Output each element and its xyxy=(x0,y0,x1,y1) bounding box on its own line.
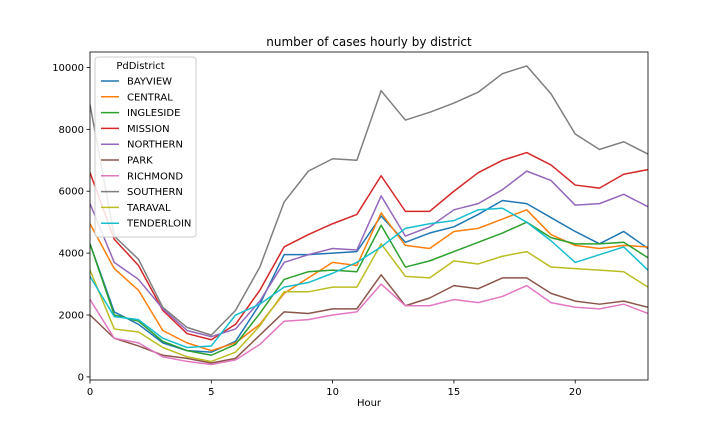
legend-label: PARK xyxy=(127,156,153,167)
y-tick-label: 0 xyxy=(78,372,84,383)
legend-label: RICHMOND xyxy=(127,171,183,182)
y-tick-label: 10000 xyxy=(52,63,84,74)
legend-item-taraval: TARAVAL xyxy=(101,203,171,214)
x-tick-label: 15 xyxy=(448,387,461,398)
legend-item-northern: NORTHERN xyxy=(101,140,183,151)
legend-label: CENTRAL xyxy=(127,92,173,103)
plot-area xyxy=(89,51,649,381)
y-tick-label: 8000 xyxy=(59,125,84,136)
legend-label: INGLESIDE xyxy=(127,108,180,119)
y-tick-label: 6000 xyxy=(59,187,84,198)
legend-box xyxy=(94,56,197,238)
legend-label: TENDERLOIN xyxy=(126,219,191,230)
series-line-central xyxy=(90,209,648,352)
legend-item-park: PARK xyxy=(101,156,153,167)
series-line-taraval xyxy=(90,243,648,363)
x-axis: 0 5 10 15 20 xyxy=(87,380,582,398)
x-tick-label: 20 xyxy=(569,387,582,398)
legend-label: BAYVIEW xyxy=(127,77,172,88)
x-tick-label: 5 xyxy=(208,387,214,398)
x-axis-label: Hour xyxy=(357,398,382,409)
legend-label: MISSION xyxy=(127,124,170,135)
legend-item-bayview: BAYVIEW xyxy=(101,77,172,88)
series-lines xyxy=(90,65,648,366)
legend-item-southern: SOUTHERN xyxy=(101,187,183,198)
series-line-richmond xyxy=(90,283,648,366)
x-tick-label: 0 xyxy=(87,387,93,398)
series-line-tenderloin xyxy=(90,207,648,349)
legend-label: TARAVAL xyxy=(126,203,171,214)
chart-title: number of cases hourly by district xyxy=(266,35,472,49)
series-line-park xyxy=(90,274,648,364)
legend-title: PdDistrict xyxy=(116,61,164,72)
legend: PdDistrict BAYVIEW CENTRAL INGLESIDE MISSION… xyxy=(94,56,197,238)
plot-frame xyxy=(89,51,649,381)
y-axis: 0 2000 4000 6000 8000 10000 xyxy=(52,63,90,383)
series-line-mission xyxy=(90,151,648,341)
legend-label: SOUTHERN xyxy=(127,187,183,198)
legend-item-mission: MISSION xyxy=(101,124,170,135)
series-line-ingleside xyxy=(90,221,648,356)
y-tick-label: 2000 xyxy=(59,311,84,322)
series-line-southern xyxy=(90,65,648,336)
legend-item-richmond: RICHMOND xyxy=(101,171,183,182)
legend-item-tenderloin: TENDERLOIN xyxy=(101,219,191,230)
series-line-northern xyxy=(90,170,648,338)
legend-item-central: CENTRAL xyxy=(101,92,173,103)
y-tick-label: 4000 xyxy=(59,249,84,260)
x-tick-label: 10 xyxy=(326,387,339,398)
legend-label: NORTHERN xyxy=(127,140,183,151)
legend-item-ingleside: INGLESIDE xyxy=(101,108,180,119)
